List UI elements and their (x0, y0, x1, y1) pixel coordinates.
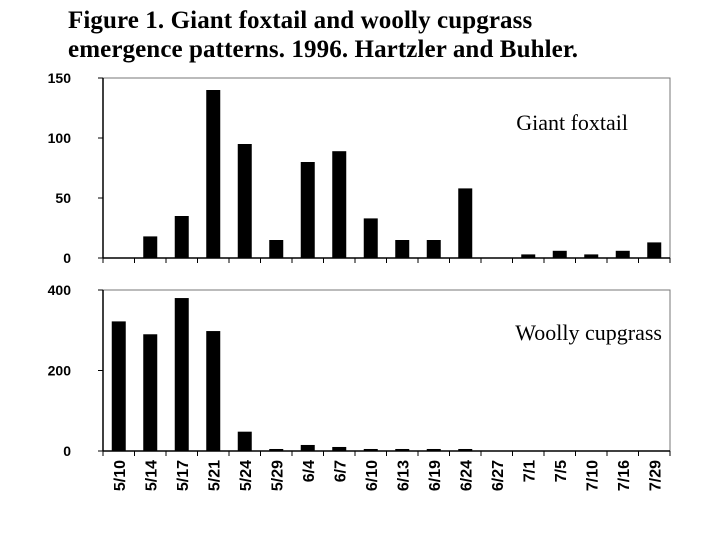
bar-woolly-cupgrass-5-17 (174, 298, 189, 451)
bar-woolly-cupgrass-6-24 (458, 448, 473, 451)
bar-woolly-cupgrass-5-24 (237, 431, 252, 451)
x-tick-label: 6/19 (427, 460, 444, 491)
y-tick-label: 50 (55, 190, 71, 206)
x-tick-label: 6/13 (395, 460, 412, 491)
x-tick-label: 6/4 (301, 460, 318, 482)
y-tick-label: 150 (48, 70, 72, 86)
x-axis-labels: 5/10 5/14 5/17 5/21 5/24 5/29 6/4 6/7 6/10 6/13 6/… (112, 460, 665, 491)
bar-giant-foxtail-7-1 (521, 254, 536, 258)
bar-giant-foxtail-5-21 (206, 90, 221, 258)
x-tick-label: 5/10 (112, 460, 129, 491)
x-tick-label: 7/10 (584, 460, 601, 491)
y-tick-label: 200 (48, 363, 72, 379)
x-tick-label: 5/29 (269, 460, 286, 491)
figure-title-line-2: emergence patterns. 1996. Hartzler and B… (68, 36, 579, 63)
x-tick-label: 7/5 (553, 460, 570, 482)
bar-giant-foxtail-7-16 (615, 250, 630, 258)
bar-woolly-cupgrass-5-29 (269, 448, 284, 451)
bar-woolly-cupgrass-6-7 (332, 446, 347, 451)
bar-giant-foxtail-7-29 (647, 242, 662, 258)
x-tick-label: 7/16 (616, 460, 633, 491)
x-tick-label: 5/24 (238, 460, 255, 491)
y-tick-label: 0 (63, 443, 71, 459)
x-tick-label: 6/7 (332, 460, 349, 482)
bar-woolly-cupgrass-6-10 (363, 448, 378, 451)
x-tick-label: 6/27 (490, 460, 507, 491)
bar-woolly-cupgrass-6-4 (300, 444, 315, 451)
bar-giant-foxtail-6-13 (395, 240, 410, 258)
bar-woolly-cupgrass-5-14 (143, 334, 158, 451)
bar-giant-foxtail-5-17 (174, 216, 189, 258)
x-tick-label: 7/1 (521, 460, 538, 482)
bar-woolly-cupgrass-6-13 (395, 448, 410, 451)
bar-giant-foxtail-5-14 (143, 236, 158, 258)
giant-foxtail-series-label: Giant foxtail (516, 110, 628, 135)
bar-giant-foxtail-7-10 (584, 254, 599, 258)
bar-giant-foxtail-5-24 (237, 144, 252, 258)
bar-giant-foxtail-6-24 (458, 188, 473, 258)
woolly-cupgrass-series-label: Woolly cupgrass (515, 320, 662, 345)
bar-woolly-cupgrass-5-21 (206, 331, 221, 451)
y-tick-label: 100 (48, 130, 72, 146)
y-tick-label: 0 (63, 250, 71, 266)
bar-giant-foxtail-6-19 (426, 240, 441, 258)
bar-woolly-cupgrass-5-10 (111, 321, 126, 451)
x-tick-label: 7/29 (647, 460, 664, 491)
figure-title-line-1: Figure 1. Giant foxtail and woolly cupgr… (68, 7, 533, 34)
x-tick-label: 6/10 (364, 460, 381, 491)
giant-foxtail-panel: 0 50 100 150 Giant foxtail (48, 70, 671, 266)
bar-giant-foxtail-7-5 (552, 250, 567, 258)
figure-title: Figure 1. Giant foxtail and woolly cupgr… (68, 6, 718, 64)
x-tick-label: 6/24 (458, 460, 475, 491)
y-tick-label: 400 (48, 282, 72, 298)
x-tick-label: 5/21 (206, 460, 223, 491)
x-tick-label: 5/17 (175, 460, 192, 491)
bar-giant-foxtail-5-29 (269, 240, 284, 258)
woolly-cupgrass-panel: 0 200 400 Woolly cupgrass (48, 282, 671, 459)
bar-giant-foxtail-6-10 (363, 218, 378, 258)
bar-giant-foxtail-6-4 (300, 162, 315, 258)
bar-woolly-cupgrass-6-19 (426, 448, 441, 451)
x-tick-label: 5/14 (143, 460, 160, 491)
bar-giant-foxtail-6-7 (332, 151, 347, 258)
